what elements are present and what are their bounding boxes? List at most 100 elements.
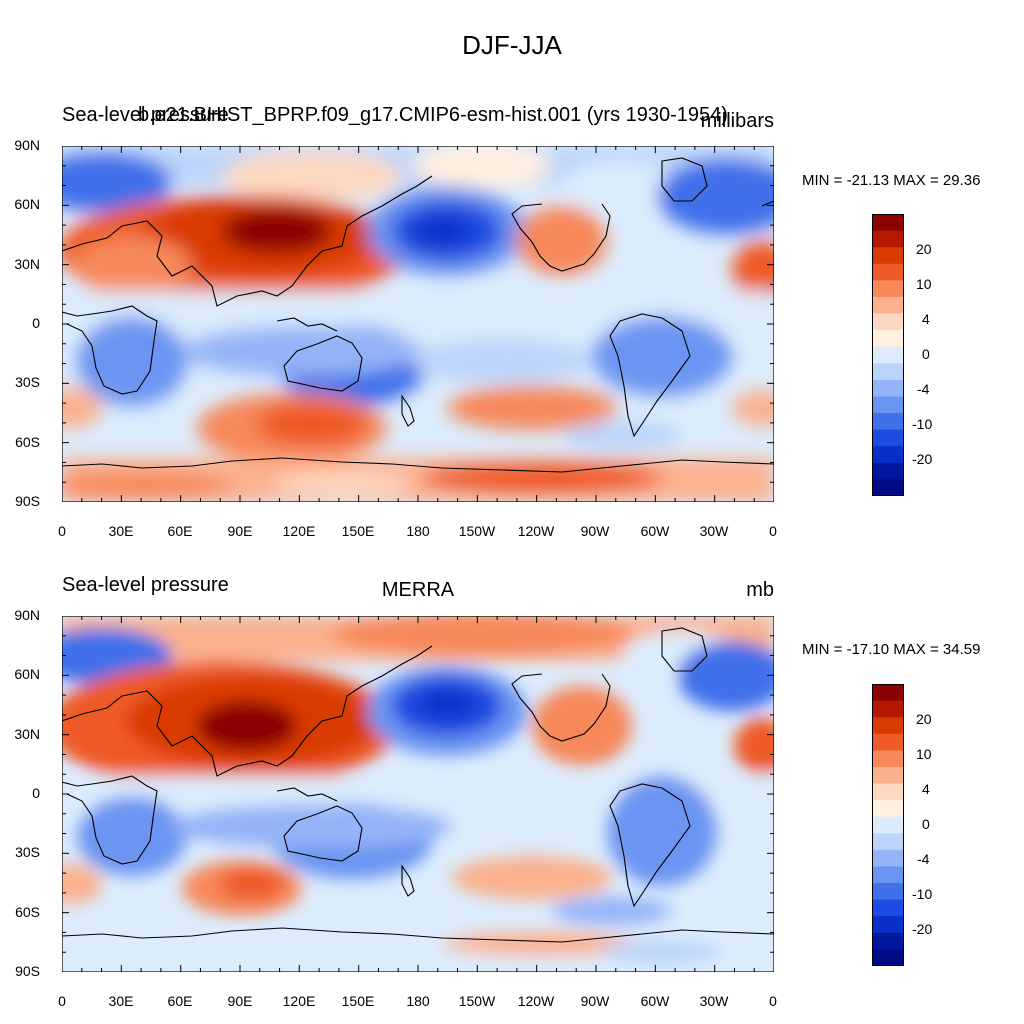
panel1-xtick-label: 0	[769, 523, 777, 539]
panel1-ytick-label: 60N	[14, 196, 40, 212]
panel1-ytick-label: 0	[32, 315, 40, 331]
panel1-xtick-label: 0	[58, 523, 66, 539]
colorbar-swatch	[872, 247, 904, 265]
panel2-colorbar-label: 4	[922, 781, 930, 797]
panel2-colorbar-label: -10	[912, 886, 933, 902]
panel1-right-title: millibars	[700, 110, 774, 132]
panel1-center-title: b.e21.BHIST_BPRP.f09_g17.CMIP6-esm-hist.…	[138, 104, 728, 126]
panel2-colorbar-label: -4	[917, 851, 930, 867]
colorbar-swatch	[872, 479, 904, 496]
colorbar-swatch	[872, 766, 904, 785]
colorbar-border	[872, 684, 904, 966]
panel1-ytick-label: 60S	[15, 434, 40, 450]
panel2-xtick-label: 30E	[108, 993, 134, 1009]
colorbar-swatch	[872, 396, 904, 414]
colorbar-swatch	[872, 932, 904, 950]
figure-title: DJF-JJA	[462, 30, 562, 60]
colorbar-swatch	[872, 280, 904, 298]
panel2-region-atlantic-low-west	[677, 641, 774, 711]
panel2-ytick-label: 30S	[15, 844, 40, 860]
panel1-colorbar-label: 20	[916, 241, 932, 257]
panel1-xtick-label: 30E	[108, 523, 134, 539]
panel2-ytick-label: 60S	[15, 904, 40, 920]
colorbar-swatch	[872, 700, 904, 718]
colorbar-swatch	[872, 800, 904, 818]
colorbar-swatch	[872, 413, 904, 431]
colorbar-swatch	[872, 833, 904, 851]
panel2-ytick-label: 30N	[14, 726, 40, 742]
colorbar-swatch	[872, 883, 904, 901]
colorbar-swatch	[872, 230, 904, 248]
panel2-map	[62, 616, 774, 972]
panel1-xtick-label: 150E	[341, 523, 375, 539]
panel1-xtick-label: 150W	[458, 523, 496, 539]
colorbar-swatch	[872, 849, 904, 867]
panel2-left-title: Sea-level pressure	[62, 574, 229, 596]
panel2-center-title: MERRA	[381, 579, 455, 601]
panel2-colorbar-label: 20	[916, 711, 932, 727]
colorbar-swatch	[872, 363, 904, 381]
panel1-xtick-label: 120W	[517, 523, 555, 539]
panel1-colorbar-label: -4	[917, 381, 930, 397]
panel1-xtick-label: 180	[406, 523, 430, 539]
colorbar-swatch	[872, 783, 904, 801]
panel2-xtick-label: 150E	[341, 993, 375, 1009]
panel1-ytick-label: 30N	[14, 256, 40, 272]
colorbar-swatch	[872, 866, 904, 884]
colorbar-swatch	[872, 379, 904, 397]
panel2-colorbar-label: 0	[922, 816, 930, 832]
panel2-colorbar	[872, 684, 904, 966]
panel2-xtick-label: 30W	[699, 993, 729, 1009]
panel2-ytick-label: 60N	[14, 666, 40, 682]
panel1-ytick-label: 30S	[15, 374, 40, 390]
colorbar-swatch	[872, 313, 904, 331]
panel1-xtick-label: 90E	[227, 523, 253, 539]
panel1-coastlines	[62, 157, 774, 473]
panel2-xtick-label: 0	[58, 993, 66, 1009]
colorbar-swatch	[872, 263, 904, 281]
panel1-colorbar-label: 0	[922, 346, 930, 362]
panel2-xtick-label: 150W	[458, 993, 496, 1009]
panel2-coastlines	[62, 627, 774, 943]
panel1-region-atlantic-low-west	[657, 158, 774, 234]
colorbar-swatch	[872, 214, 904, 232]
panel1-colorbar	[872, 214, 904, 496]
colorbar-swatch	[872, 733, 904, 751]
panel2-xtick-label: 180	[406, 993, 430, 1009]
colorbar-swatch	[872, 446, 904, 464]
panel2-colorbar-label: -20	[912, 921, 933, 937]
panel1-xtick-label: 60E	[167, 523, 193, 539]
panel2-xtick-label: 90W	[580, 993, 610, 1009]
panel2-ytick-label: 90N	[14, 607, 40, 623]
panel2-minmax: MIN = -17.10 MAX = 34.59	[802, 641, 981, 658]
panel1-ytick-label: 90S	[15, 493, 40, 509]
colorbar-swatch	[872, 949, 904, 966]
colorbar-swatch	[872, 330, 904, 348]
panel1-colorbar-label: 4	[922, 311, 930, 327]
colorbar-swatch	[872, 429, 904, 447]
panel2-right-title: mb	[746, 579, 774, 601]
colorbar-swatch	[872, 684, 904, 702]
panel1-colorbar-label: -20	[912, 451, 933, 467]
panel2-xtick-label: 60W	[640, 993, 670, 1009]
panel1-colorbar-label: 10	[916, 276, 932, 292]
panel1-xtick-label: 60W	[640, 523, 670, 539]
panel2-xtick-label: 120E	[282, 993, 316, 1009]
panel2-xtick-label: 90E	[227, 993, 253, 1009]
panel1-minmax: MIN = -21.13 MAX = 29.36	[802, 172, 981, 189]
colorbar-swatch	[872, 346, 904, 364]
panel2-ytick-label: 90S	[15, 963, 40, 979]
colorbar-swatch	[872, 462, 904, 480]
colorbar-swatch	[872, 916, 904, 934]
colorbar-swatch	[872, 899, 904, 917]
panel1-xtick-label: 30W	[699, 523, 729, 539]
panel2-xtick-label: 120W	[517, 993, 555, 1009]
panel1-xtick-label: 90W	[580, 523, 610, 539]
colorbar-border	[872, 214, 904, 496]
panel1-region-atlantic-low-east	[62, 152, 172, 212]
colorbar-swatch	[872, 816, 904, 834]
panel2-colorbar-label: 10	[916, 746, 932, 762]
panel1-colorbar-label: -10	[912, 416, 933, 432]
colorbar-swatch	[872, 750, 904, 768]
panel2-xtick-label: 0	[769, 993, 777, 1009]
